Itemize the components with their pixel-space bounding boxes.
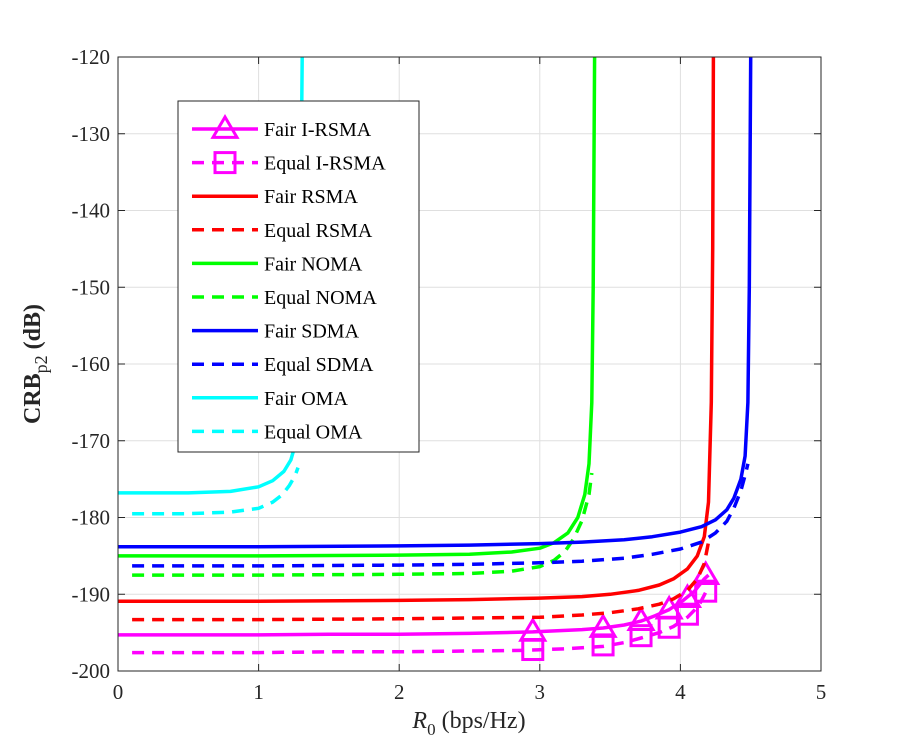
series-fair-sdma: [118, 56, 753, 549]
legend-label-fair-noma: Fair NOMA: [264, 253, 363, 275]
y-axis-label-main: CRB: [20, 373, 46, 424]
legend-label-equal-rsma: Equal RSMA: [264, 220, 373, 242]
legend-entry-fair-rsma: Fair RSMA: [192, 186, 358, 208]
marker-fair-i-rsma: [588, 613, 618, 638]
series-line-fair-noma: [118, 56, 597, 558]
series-fair-i-rsma: [118, 560, 721, 642]
legend-box: [177, 100, 420, 453]
ticks: [117, 56, 822, 672]
x-tick-label: 1: [253, 680, 264, 704]
series-fair-rsma: [118, 56, 716, 603]
x-tick-label: 3: [535, 680, 546, 704]
legend-label-fair-rsma: Fair RSMA: [264, 186, 358, 208]
x-tick-label: 5: [816, 680, 827, 704]
legend-label-fair-sdma: Fair SDMA: [264, 321, 360, 343]
x-axis-label-main: R: [411, 708, 427, 734]
series-equal-noma: [132, 472, 594, 577]
legend-label-fair-oma: Fair OMA: [264, 388, 348, 410]
y-tick-label: -190: [72, 582, 111, 606]
legend-entry-equal-sdma: Equal SDMA: [192, 354, 374, 376]
series-line-fair-rsma: [118, 56, 716, 603]
y-tick-label: -120: [72, 45, 111, 69]
y-tick-label: -130: [72, 122, 111, 146]
series-equal-i-rsma: [132, 579, 718, 662]
series-equal-sdma: [132, 463, 750, 568]
x-axis-label-unit: (bps/Hz): [436, 708, 526, 734]
series-line-fair-sdma: [118, 56, 753, 549]
legend-entry-fair-i-rsma: Fair I-RSMA: [192, 114, 372, 141]
y-tick-label: -200: [72, 659, 111, 683]
x-tick-label: 2: [394, 680, 405, 704]
legend-label-equal-sdma: Equal SDMA: [264, 354, 374, 376]
y-tick-label: -150: [72, 275, 111, 299]
x-axis-label-sub: 0: [427, 720, 436, 739]
legend: Fair I-RSMA Equal I-RSMA Fair RSMA Equal RS…: [177, 100, 420, 453]
legend-entry-equal-rsma: Equal RSMA: [192, 220, 373, 242]
series-line-fair-i-rsma: [118, 573, 710, 637]
series-line-equal-oma: [132, 467, 300, 516]
marker-equal-i-rsma: [657, 615, 681, 639]
x-axis-label: R0 (bps/Hz): [411, 708, 525, 739]
y-tick-label: -140: [72, 199, 111, 223]
y-axis-label: CRBp2 (dB): [20, 304, 51, 424]
marker-equal-i-rsma: [629, 624, 653, 648]
marker-fair-i-rsma: [626, 606, 656, 632]
legend-entry-fair-noma: Fair NOMA: [192, 253, 363, 275]
y-tick-label: -170: [72, 429, 111, 453]
legend-label-equal-oma: Equal OMA: [264, 421, 363, 443]
y-axis-label-sub: p2: [31, 355, 51, 373]
x-tick-label: 0: [113, 680, 124, 704]
legend-entry-equal-oma: Equal OMA: [192, 421, 363, 443]
y-tick-label: -160: [72, 352, 111, 376]
legend-entry-equal-noma: Equal NOMA: [192, 287, 377, 309]
legend-marker-fair-i-rsma: [210, 114, 240, 139]
legend-label-equal-noma: Equal NOMA: [264, 287, 377, 309]
marker-equal-i-rsma: [591, 633, 615, 657]
marker-equal-i-rsma: [675, 602, 699, 626]
series-fair-noma: [118, 56, 597, 558]
legend-marker-equal-i-rsma: [213, 151, 237, 175]
legend-label-equal-i-rsma: Equal I-RSMA: [264, 153, 386, 175]
marker-equal-i-rsma: [694, 579, 718, 603]
legend-entry-fair-sdma: Fair SDMA: [192, 321, 360, 343]
legend-entry-fair-oma: Fair OMA: [192, 388, 348, 410]
series-line-equal-noma: [132, 472, 594, 577]
legend-entry-equal-i-rsma: Equal I-RSMA: [192, 151, 386, 175]
tick-labels: 0 1 2 3 4 5 -200 -190 -180 -170 -160 -150 -140 -130 -1…: [72, 45, 827, 704]
series-line-equal-sdma: [132, 463, 750, 568]
marker-fair-i-rsma: [672, 583, 703, 608]
y-tick-label: -180: [72, 506, 111, 530]
x-tick-label: 4: [675, 680, 686, 704]
y-axis-label-unit: (dB): [20, 304, 46, 355]
marker-equal-i-rsma: [521, 638, 545, 662]
legend-label-fair-i-rsma: Fair I-RSMA: [264, 119, 372, 141]
series-equal-oma: [132, 467, 300, 516]
series-line-equal-i-rsma: [132, 588, 709, 655]
